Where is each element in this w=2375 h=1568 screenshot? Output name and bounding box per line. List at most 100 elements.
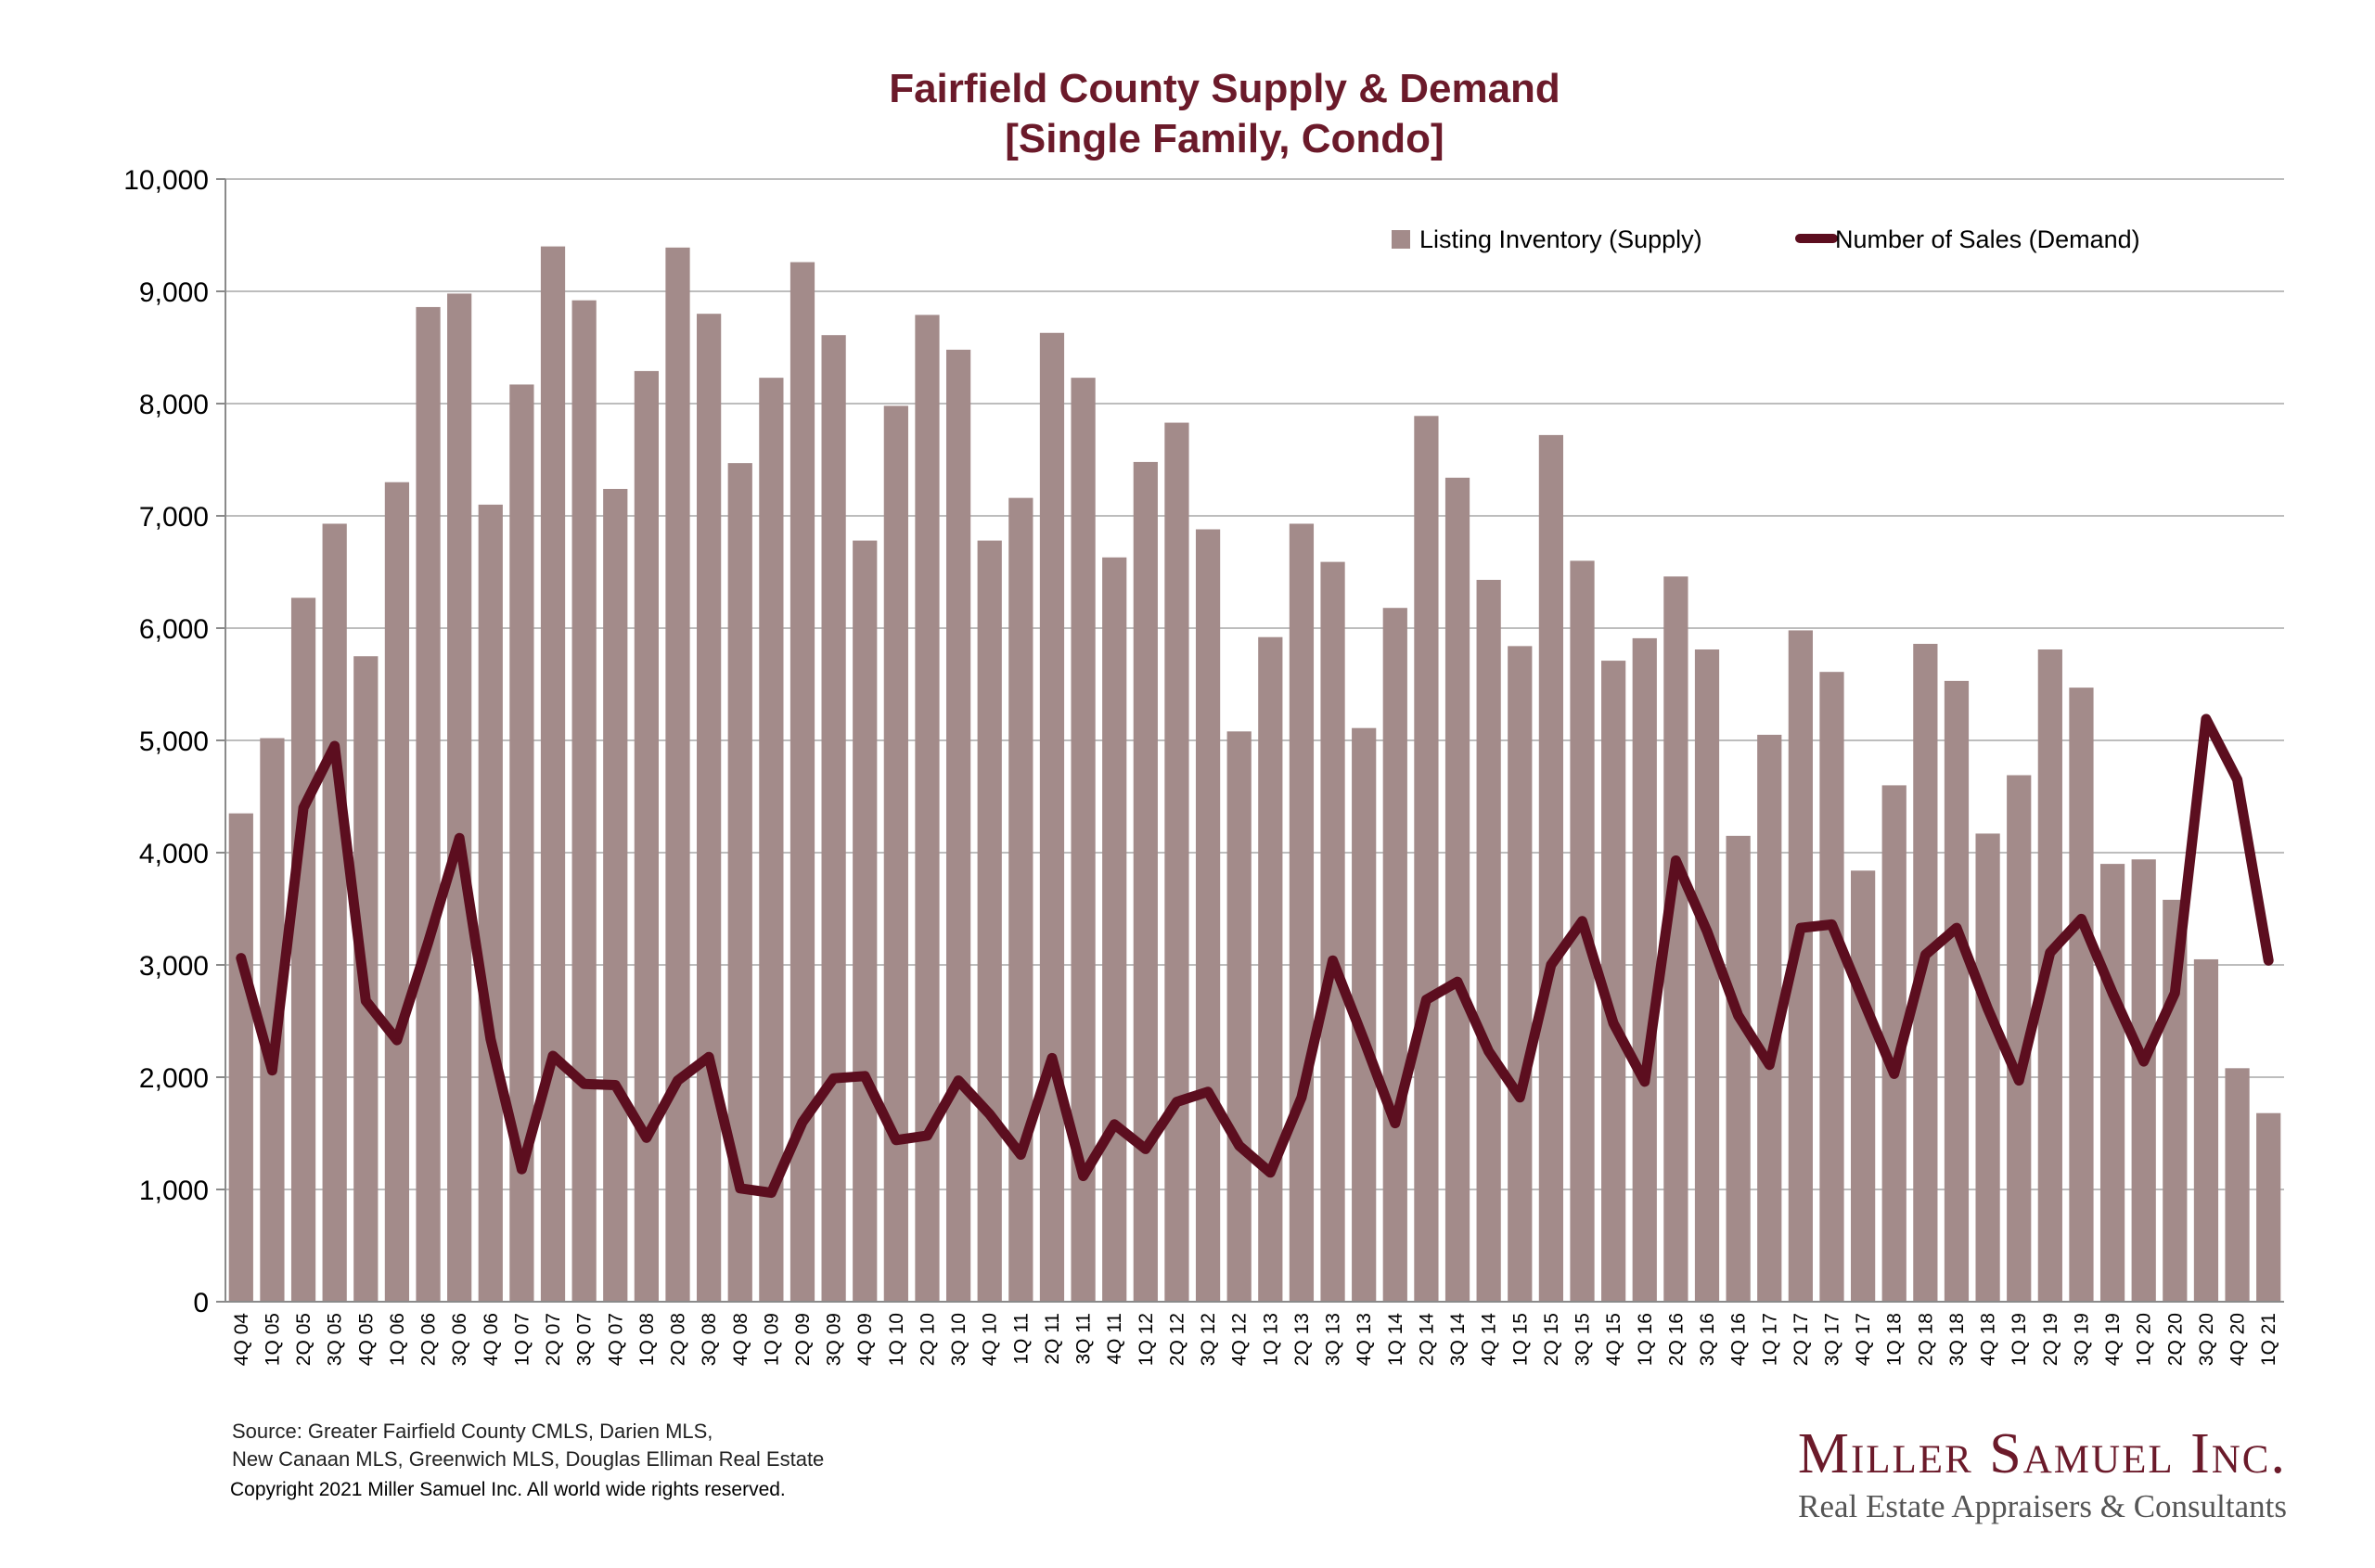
x-tick-label: 3Q 15	[1573, 1313, 1594, 1366]
y-tick-label: 2,000	[139, 1063, 209, 1094]
x-tick-label: 3Q 11	[1073, 1313, 1095, 1365]
supply-bar	[1133, 461, 1158, 1302]
demand-point	[738, 1186, 742, 1190]
supply-bar	[1226, 731, 1252, 1302]
supply-bar	[1851, 870, 1876, 1302]
x-tick-label: 4Q 04	[231, 1313, 252, 1367]
legend-supply-label: Listing Inventory (Supply)	[1419, 225, 1702, 253]
axes: 0 1,000 2,000 3,000 4,000 5,000 6,000 7,000 8,00…	[123, 165, 2284, 1366]
x-tick-label: 1Q 15	[1509, 1313, 1531, 1366]
demand-point	[2235, 778, 2240, 782]
supply-bar	[322, 523, 347, 1302]
demand-point	[520, 1167, 524, 1172]
demand-point	[2048, 950, 2052, 955]
demand-point	[426, 940, 430, 945]
demand-point	[1237, 1143, 1241, 1148]
x-tick-label: 1Q 19	[2009, 1313, 2030, 1366]
demand-point	[1299, 1095, 1303, 1099]
supply-bar	[540, 246, 566, 1303]
y-tick-label: 9,000	[139, 277, 209, 308]
demand-point	[1362, 1038, 1367, 1043]
demand-line	[236, 713, 2274, 1199]
demand-point	[1892, 1072, 1896, 1076]
supply-bar	[2099, 864, 2125, 1302]
brand-logo: Miller Samuel Inc. Real Estate Appraiser…	[1798, 1421, 2287, 1527]
demand-point	[1424, 997, 1429, 1002]
demand-point	[1736, 1013, 1740, 1018]
supply-bar	[478, 504, 503, 1302]
supply-bar	[1444, 477, 1470, 1302]
x-tick-label: 2Q 13	[1291, 1313, 1313, 1366]
demand-point	[1330, 958, 1335, 963]
y-tick-label: 4,000	[139, 839, 209, 869]
x-tick-label: 2Q 07	[543, 1313, 564, 1366]
demand-point	[2173, 991, 2177, 996]
demand-point	[2141, 1060, 2146, 1064]
x-tick-label: 4Q 09	[854, 1313, 876, 1366]
x-tick-label: 3Q 16	[1697, 1313, 1718, 1366]
x-tick-label: 2Q 17	[1791, 1313, 1812, 1366]
copyright-note: Copyright 2021 Miller Samuel Inc. All wo…	[230, 1479, 786, 1500]
x-tick-label: 3Q 13	[1323, 1313, 1344, 1366]
demand-point	[644, 1136, 648, 1140]
y-tick-label: 0	[193, 1288, 209, 1318]
brand-name: Miller Samuel Inc.	[1797, 1422, 2287, 1485]
supply-bar	[1694, 649, 1720, 1302]
supply-bar	[759, 378, 784, 1302]
x-tick-label: 2Q 20	[2164, 1313, 2186, 1366]
supply-bar	[416, 306, 441, 1303]
demand-point	[1081, 1174, 1085, 1178]
legend-supply-swatch	[1392, 230, 1410, 249]
demand-point	[1175, 1099, 1179, 1104]
supply-bar	[945, 349, 971, 1302]
demand-point	[394, 1038, 399, 1043]
supply-bar	[1289, 523, 1315, 1302]
demand-point	[1611, 1021, 1616, 1025]
demand-point	[707, 1055, 712, 1060]
supply-bar	[977, 540, 1002, 1302]
supply-bar	[2131, 859, 2156, 1302]
x-tick-label: 1Q 16	[1635, 1313, 1656, 1366]
demand-point	[2079, 917, 2084, 921]
supply-bar	[1195, 529, 1221, 1302]
x-tick-label: 2Q 19	[2040, 1313, 2061, 1366]
supply-bar	[665, 247, 690, 1302]
legend: Listing Inventory (Supply) Number of Sal…	[1392, 225, 2140, 253]
x-tick-label: 3Q 09	[824, 1313, 845, 1366]
y-tick-label: 8,000	[139, 390, 209, 420]
x-tick-label: 1Q 11	[1010, 1313, 1032, 1365]
demand-point	[1518, 1095, 1522, 1099]
x-tick-label: 1Q 18	[1884, 1313, 1906, 1366]
demand-point	[2111, 991, 2115, 996]
x-tick-label: 3Q 06	[449, 1313, 470, 1366]
x-tick-label: 2Q 10	[917, 1313, 938, 1366]
supply-bar	[2069, 688, 2094, 1302]
supply-bar	[571, 300, 597, 1303]
supply-bar	[290, 598, 316, 1302]
supply-bar	[821, 335, 846, 1303]
source-line-1: Source: Greater Fairfield County CMLS, D…	[232, 1420, 713, 1443]
supply-bar	[1975, 833, 2000, 1302]
supply-bar	[1320, 561, 1345, 1302]
demand-point	[1393, 1121, 1397, 1125]
y-tick-label: 10,000	[123, 165, 209, 196]
x-tick-label: 2Q 14	[1416, 1313, 1437, 1367]
x-tick-label: 2Q 16	[1665, 1313, 1687, 1366]
demand-point	[1019, 1152, 1023, 1157]
source-note: Source: Greater Fairfield County CMLS, D…	[232, 1418, 824, 1473]
demand-point	[2266, 958, 2271, 963]
x-tick-label: 3Q 14	[1447, 1313, 1469, 1367]
demand-point	[831, 1076, 836, 1081]
demand-point	[1206, 1089, 1211, 1094]
chart-subtitle: [Single Family, Condo]	[1005, 116, 1444, 161]
demand-point	[1705, 929, 1710, 933]
x-tick-label: 3Q 20	[2196, 1313, 2217, 1366]
demand-point	[1798, 926, 1803, 931]
y-tick-label: 7,000	[139, 502, 209, 533]
demand-point	[302, 805, 306, 810]
x-tick-label: 1Q 21	[2258, 1313, 2279, 1366]
demand-point	[1829, 922, 1834, 927]
x-tick-label: 3Q 19	[2071, 1313, 2092, 1366]
x-tick-label: 4Q 18	[1978, 1313, 1999, 1366]
demand-point	[769, 1190, 774, 1195]
